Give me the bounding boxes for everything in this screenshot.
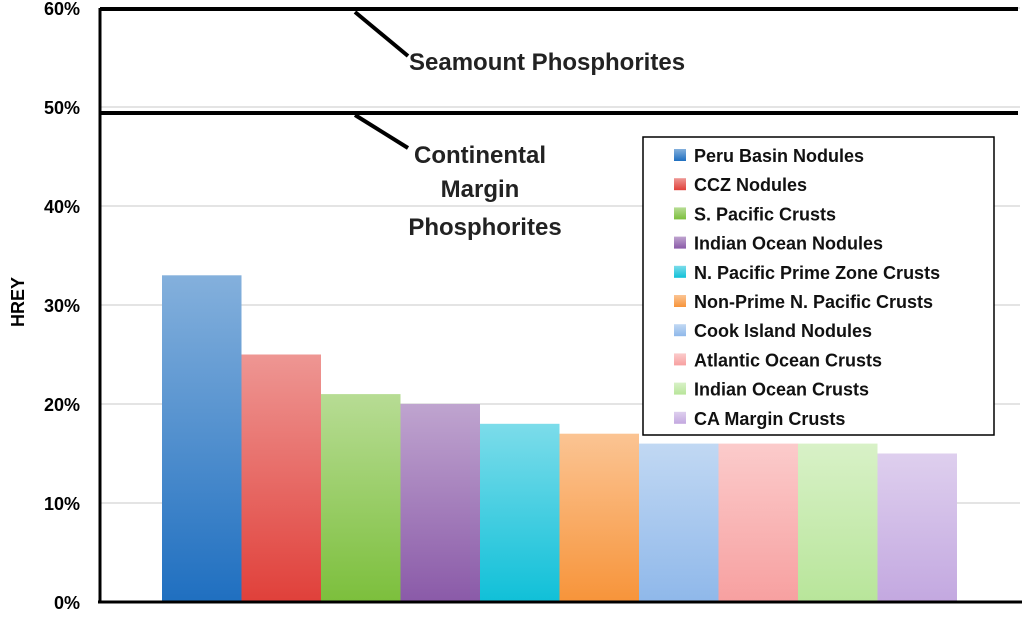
- legend-swatch: [674, 236, 686, 249]
- seamount-annotation: Seamount Phosphorites: [409, 49, 685, 76]
- legend: Peru Basin Nodules CCZ Nodules S. Pacific …: [642, 136, 995, 436]
- bar-s-pacific-crusts: [321, 394, 401, 602]
- continental-annotation-line-3: Phosphorites: [408, 214, 561, 241]
- y-tick-labels: 0% 10% 20% 30% 40% 50% 60%: [44, 0, 80, 613]
- continental-leader-line: [353, 113, 410, 150]
- bar-atlantic-ocean-crusts: [718, 443, 798, 602]
- legend-swatch: [674, 149, 686, 161]
- bar-cook-island-nodules: [639, 443, 719, 602]
- legend-label: CA Margin Crusts: [694, 409, 845, 429]
- y-tick-label: 20%: [44, 395, 80, 415]
- legend-swatch: [674, 353, 686, 366]
- seamount-leader-line: [353, 10, 410, 58]
- bars: [162, 275, 957, 602]
- continental-annotation-line-2: Margin: [441, 176, 520, 203]
- legend-label: Peru Basin Nodules: [694, 146, 864, 166]
- legend-label: S. Pacific Crusts: [694, 204, 836, 224]
- legend-label: N. Pacific Prime Zone Crusts: [694, 263, 940, 283]
- y-tick-label: 60%: [44, 0, 80, 19]
- legend-label: Indian Ocean Crusts: [694, 380, 869, 400]
- legend-label: Atlantic Ocean Crusts: [694, 350, 882, 370]
- y-tick-label: 10%: [44, 494, 80, 514]
- legend-box: [642, 136, 995, 436]
- bar-peru-basin-nodules: [162, 275, 242, 602]
- y-tick-label: 0%: [54, 593, 80, 613]
- legend-swatch: [674, 411, 686, 424]
- legend-swatch: [674, 324, 686, 337]
- bar-indian-ocean-crusts: [798, 443, 878, 602]
- legend-swatch: [674, 178, 686, 191]
- bar-ccz-nodules: [241, 354, 321, 602]
- bar-n-pacific-prime-zone-crusts: [480, 423, 560, 602]
- bar-indian-ocean-nodules: [400, 404, 480, 602]
- reference-lines: [100, 7, 1018, 115]
- bar-ca-margin-crusts: [877, 453, 957, 602]
- legend-swatch: [674, 265, 686, 278]
- legend-label: Cook Island Nodules: [694, 321, 872, 341]
- legend-swatch: [674, 382, 686, 395]
- legend-swatch: [674, 295, 686, 307]
- legend-label: Non-Prime N. Pacific Crusts: [694, 292, 933, 312]
- legend-label: Indian Ocean Nodules: [694, 234, 883, 254]
- legend-swatch: [674, 207, 686, 220]
- y-axis-label: HREY: [8, 277, 28, 327]
- y-tick-label: 40%: [44, 197, 80, 217]
- bar-non-prime-n-pacific-crusts: [559, 433, 639, 602]
- y-tick-label: 30%: [44, 296, 80, 316]
- y-tick-label: 50%: [44, 98, 80, 118]
- legend-label: CCZ Nodules: [694, 175, 807, 195]
- continental-annotation-line-1: Continental: [414, 142, 546, 169]
